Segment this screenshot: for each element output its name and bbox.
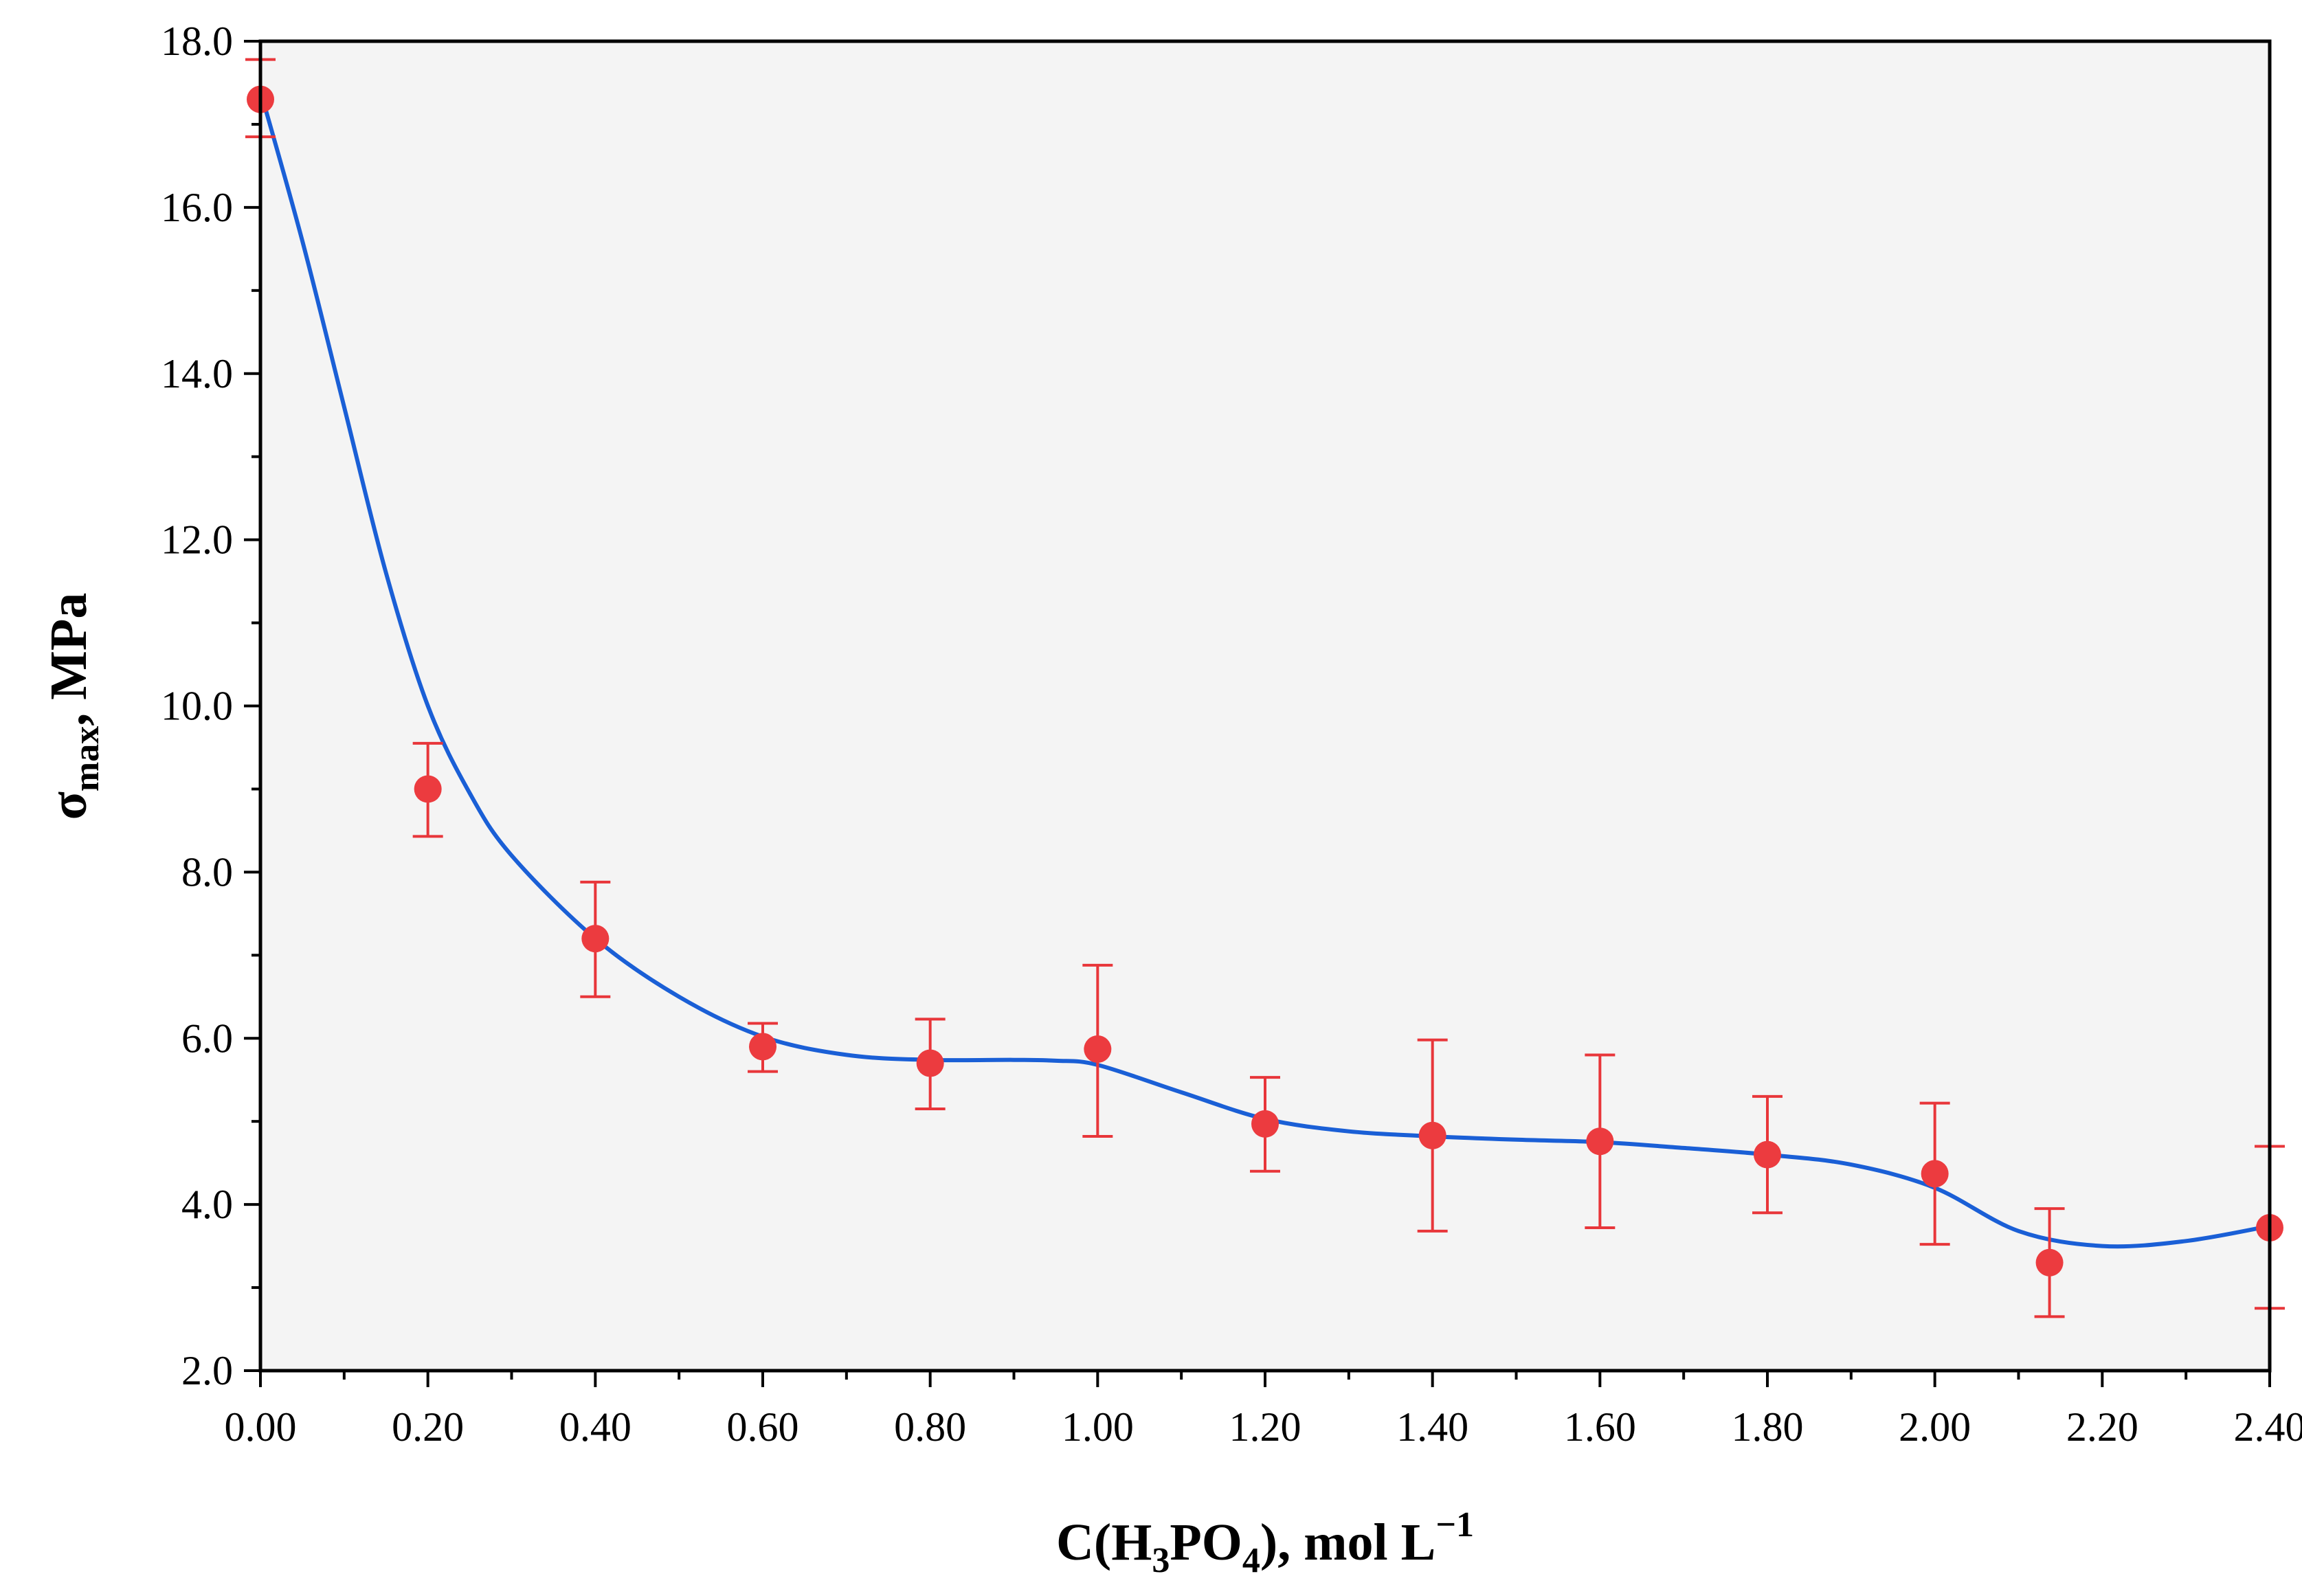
- x-tick-label: 0.80: [894, 1404, 966, 1450]
- x-tick-label: 1.80: [1732, 1404, 1804, 1450]
- x-tick-label: 0.40: [559, 1404, 632, 1450]
- x-tick-label: 2.00: [1899, 1404, 1971, 1450]
- x-tick-label: 1.60: [1564, 1404, 1636, 1450]
- x-tick-label: 1.00: [1062, 1404, 1134, 1450]
- y-tick-label: 16.0: [161, 185, 233, 230]
- y-tick-label: 10.0: [161, 684, 233, 729]
- x-tick-label: 0.60: [727, 1404, 799, 1450]
- data-point: [1921, 1160, 1949, 1188]
- y-tick-label: 2.0: [181, 1348, 233, 1393]
- y-tick-label: 6.0: [181, 1015, 233, 1061]
- data-point: [1586, 1127, 1614, 1156]
- x-axis-title-main: C(H: [1056, 1514, 1152, 1571]
- y-tick-label: 4.0: [181, 1182, 233, 1227]
- fit-curve-layer: [258, 90, 2270, 1249]
- y-axis-title-sub: max: [67, 726, 107, 791]
- x-axis-title: C(H3PO4), mol L−1: [1056, 1505, 1474, 1580]
- x-axis-title-mid: PO: [1170, 1514, 1242, 1571]
- data-point: [581, 925, 610, 953]
- data-point: [916, 1049, 944, 1077]
- x-tick-label: 1.20: [1229, 1404, 1301, 1450]
- x-tick-label: 0.00: [225, 1404, 297, 1450]
- fit-curve: [258, 90, 2270, 1249]
- data-point: [414, 775, 442, 803]
- y-axis-ticks: 2.0 4.0 6.0 8.0 10.0 12.0 14.0 16.0 18.0: [161, 19, 260, 1393]
- x-axis-title-sub2: 4: [1242, 1541, 1260, 1580]
- x-tick-label: 2.20: [2066, 1404, 2138, 1450]
- x-tick-label: 1.40: [1396, 1404, 1468, 1450]
- x-axis-ticks: 0.00 0.20 0.40 0.60 0.80 1.00 1.20 1.40 1.60 1.80…: [225, 1371, 2302, 1450]
- data-point: [1251, 1110, 1279, 1138]
- y-tick-label: 14.0: [161, 351, 233, 396]
- data-point: [1418, 1121, 1446, 1149]
- x-tick-label: 2.40: [2234, 1404, 2302, 1450]
- data-point: [749, 1033, 776, 1061]
- y-tick-label: 12.0: [161, 517, 233, 563]
- x-axis-title-sup: −1: [1435, 1505, 1474, 1544]
- data-point: [2035, 1248, 2064, 1277]
- y-axis-title-main: σ: [40, 791, 98, 820]
- x-tick-label: 0.20: [392, 1404, 464, 1450]
- y-axis-title-tail: , MPa: [40, 593, 98, 726]
- data-point: [1084, 1035, 1112, 1063]
- y-tick-label: 18.0: [161, 19, 233, 64]
- y-tick-label: 8.0: [181, 849, 233, 895]
- data-point: [1754, 1140, 1781, 1169]
- x-axis-title-tail: ), mol L: [1260, 1514, 1435, 1571]
- y-axis-title: σmax, MPa: [40, 593, 107, 820]
- x-axis-title-sub1: 3: [1152, 1541, 1170, 1580]
- plot-frame: [258, 39, 2272, 1373]
